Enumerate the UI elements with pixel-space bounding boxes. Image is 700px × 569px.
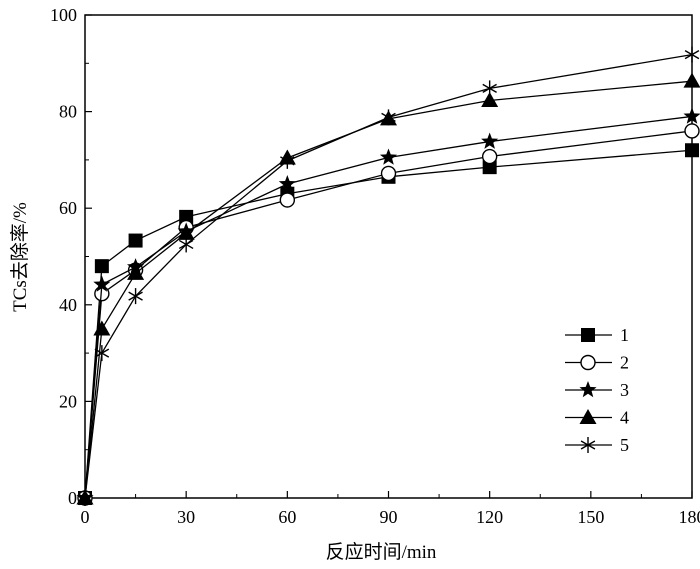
legend-label: 4 <box>620 408 629 428</box>
data-point <box>380 165 397 182</box>
data-point <box>280 152 295 169</box>
legend-label: 1 <box>620 325 629 345</box>
y-tick-label: 0 <box>68 488 77 508</box>
asterisk-marker <box>280 152 295 169</box>
data-point <box>94 259 109 274</box>
legend-item-4: 4 <box>565 408 629 428</box>
legend-label: 3 <box>620 380 629 400</box>
series-2 <box>77 123 700 506</box>
data-point <box>683 107 700 124</box>
x-tick-label: 120 <box>476 507 503 527</box>
triangle-marker <box>93 320 111 336</box>
plot-area: 0 30 60 90 120 150 180 0 20 40 60 80 100 1 2 3 4 5 <box>50 5 700 527</box>
x-tick-label: 30 <box>177 507 195 527</box>
legend-label: 5 <box>620 435 629 455</box>
square-marker <box>128 233 143 248</box>
asterisk-marker <box>580 437 596 453</box>
triangle-marker <box>683 72 700 88</box>
data-point <box>379 148 398 165</box>
triangle-marker <box>481 91 499 107</box>
data-point <box>93 320 111 336</box>
data-point <box>178 236 194 253</box>
series-line <box>84 80 693 499</box>
data-point <box>128 288 143 305</box>
x-tick-label: 60 <box>278 507 296 527</box>
legend-item-5: 5 <box>565 435 629 455</box>
triangle-marker <box>177 224 195 240</box>
y-tick-label: 20 <box>59 391 77 411</box>
asterisk-marker <box>128 288 143 305</box>
data-point <box>177 224 195 240</box>
triangle-marker <box>127 264 145 280</box>
triangle-marker <box>579 409 597 424</box>
star-marker <box>93 275 111 292</box>
y-tick-label: 60 <box>59 198 77 218</box>
data-point <box>179 209 194 224</box>
x-tick-label: 90 <box>380 507 398 527</box>
series-4 <box>76 72 700 505</box>
data-point <box>77 490 93 506</box>
data-point <box>279 192 296 208</box>
data-point <box>685 143 699 158</box>
data-point <box>481 148 498 165</box>
asterisk-marker <box>482 80 497 97</box>
data-point <box>93 275 111 292</box>
x-tick-label: 150 <box>577 507 604 527</box>
legend-item-2: 2 <box>565 353 629 373</box>
star-marker <box>379 148 398 165</box>
square-marker <box>581 328 595 342</box>
series-line <box>84 53 693 499</box>
series-1 <box>78 143 699 505</box>
legend-item-1: 1 <box>565 325 629 345</box>
circle-marker <box>279 192 296 208</box>
square-marker <box>94 259 109 274</box>
circle-marker <box>481 148 498 165</box>
data-point <box>128 233 143 248</box>
x-tick-label: 180 <box>679 507 700 527</box>
data-point <box>482 160 497 175</box>
data-point <box>381 109 396 126</box>
asterisk-marker <box>77 490 93 506</box>
star-marker <box>278 175 296 192</box>
data-point <box>684 123 700 139</box>
plot-frame <box>84 14 693 499</box>
data-point <box>684 46 700 63</box>
data-point <box>482 80 497 97</box>
legend: 1 2 3 4 5 <box>565 325 629 455</box>
asterisk-marker <box>684 46 700 63</box>
data-point <box>127 264 145 280</box>
x-tick-label: 0 <box>81 507 90 527</box>
data-point <box>683 72 700 88</box>
data-point <box>481 132 499 149</box>
square-marker <box>482 160 497 175</box>
circle-marker <box>380 165 397 182</box>
y-axis-title: TCs去除率/% <box>9 202 31 312</box>
asterisk-marker <box>94 345 110 362</box>
series-line <box>84 149 693 499</box>
star-marker <box>683 107 700 124</box>
square-marker <box>685 143 699 158</box>
data-point <box>481 91 499 107</box>
star-marker <box>579 381 597 398</box>
square-marker <box>179 209 194 224</box>
data-point <box>94 345 110 362</box>
star-marker <box>481 132 499 149</box>
legend-item-3: 3 <box>565 380 629 400</box>
data-point <box>278 175 296 192</box>
asterisk-marker <box>178 236 194 253</box>
series-line <box>84 130 693 499</box>
asterisk-marker <box>381 109 396 126</box>
y-tick-label: 40 <box>59 295 77 315</box>
x-axis-title: 反应时间/min <box>326 541 437 563</box>
y-tick-label: 100 <box>50 5 77 25</box>
legend-label: 2 <box>620 353 629 373</box>
series-5 <box>77 46 700 506</box>
y-tick-label: 80 <box>59 102 77 122</box>
circle-marker <box>684 123 700 139</box>
circle-marker <box>580 354 596 371</box>
